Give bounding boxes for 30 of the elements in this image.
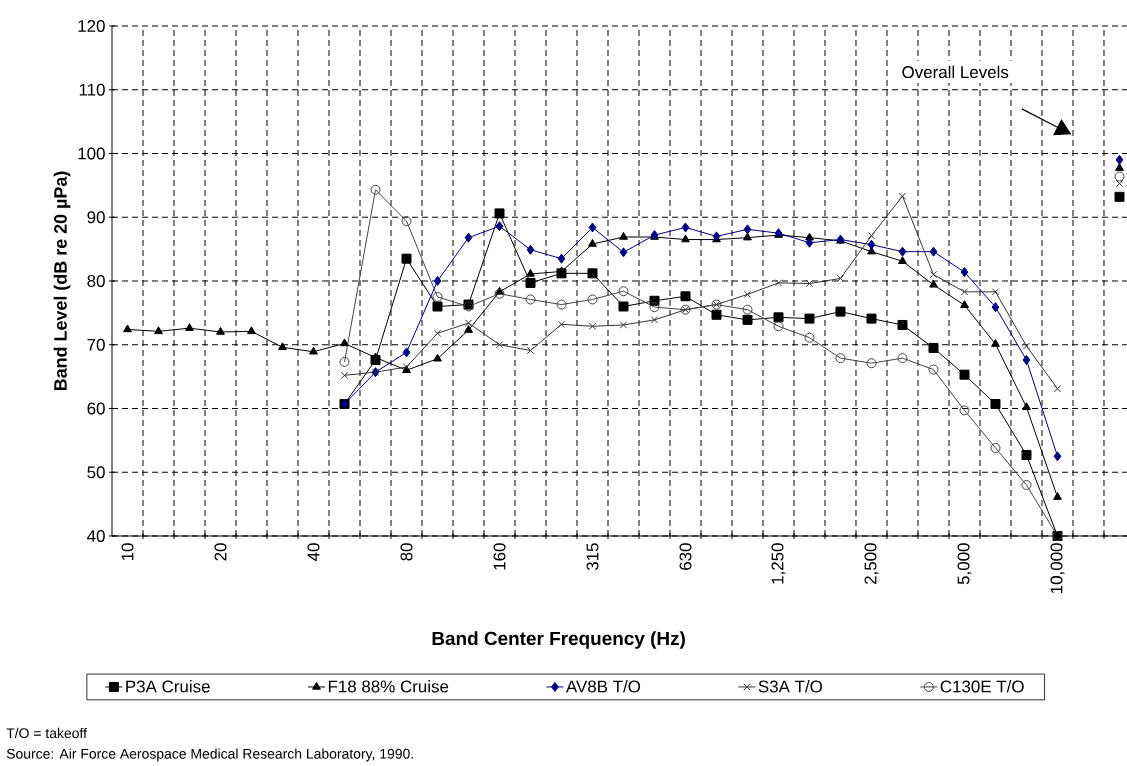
x-tick-label: 5,000	[957, 543, 972, 585]
x-axis-title: Band Center Frequency (Hz)	[432, 631, 685, 649]
legend-label: AV8B T/O	[565, 680, 641, 693]
y-axis-title: Band Level (dB re 20 µPa)	[53, 171, 71, 391]
text: T/O = takeoff	[6, 727, 87, 739]
y-tick-label: 110	[79, 83, 105, 96]
y-tick-label: 90	[87, 211, 105, 224]
legend-label: F18 88% Cruise	[328, 680, 449, 693]
x-tick-label: 160	[493, 543, 506, 570]
y-tick-label: 50	[87, 466, 105, 479]
x-tick-label: 10	[121, 543, 134, 561]
x-tick-label: 2,500	[864, 543, 879, 585]
x-tick-label: 315	[586, 543, 599, 571]
x-tick-label: 20	[214, 543, 227, 561]
x-tick-label: 10,000	[1050, 543, 1065, 594]
source-note: Source: Air Force Aerospace Medical Research Laboratory, 1990.	[6, 748, 413, 762]
x-tick-label: 1,250	[771, 543, 786, 584]
y-tick-label: 70	[87, 338, 105, 351]
annotation: Overall Levels	[902, 65, 1009, 79]
y-tick-label: 80	[87, 274, 105, 287]
legend-label: C130E T/O	[940, 680, 1024, 693]
legend-label: S3A T/O	[758, 680, 823, 693]
x-tick-label: 630	[679, 543, 692, 570]
legend-label: P3A Cruise	[126, 680, 210, 693]
y-tick-label: 100	[78, 147, 105, 160]
y-tick-label: 120	[78, 19, 105, 32]
x-tick-label: 40	[307, 543, 320, 561]
x-tick-label: 80	[400, 543, 413, 561]
y-tick-label: 60	[87, 402, 105, 415]
y-tick-label: 40	[87, 529, 105, 542]
